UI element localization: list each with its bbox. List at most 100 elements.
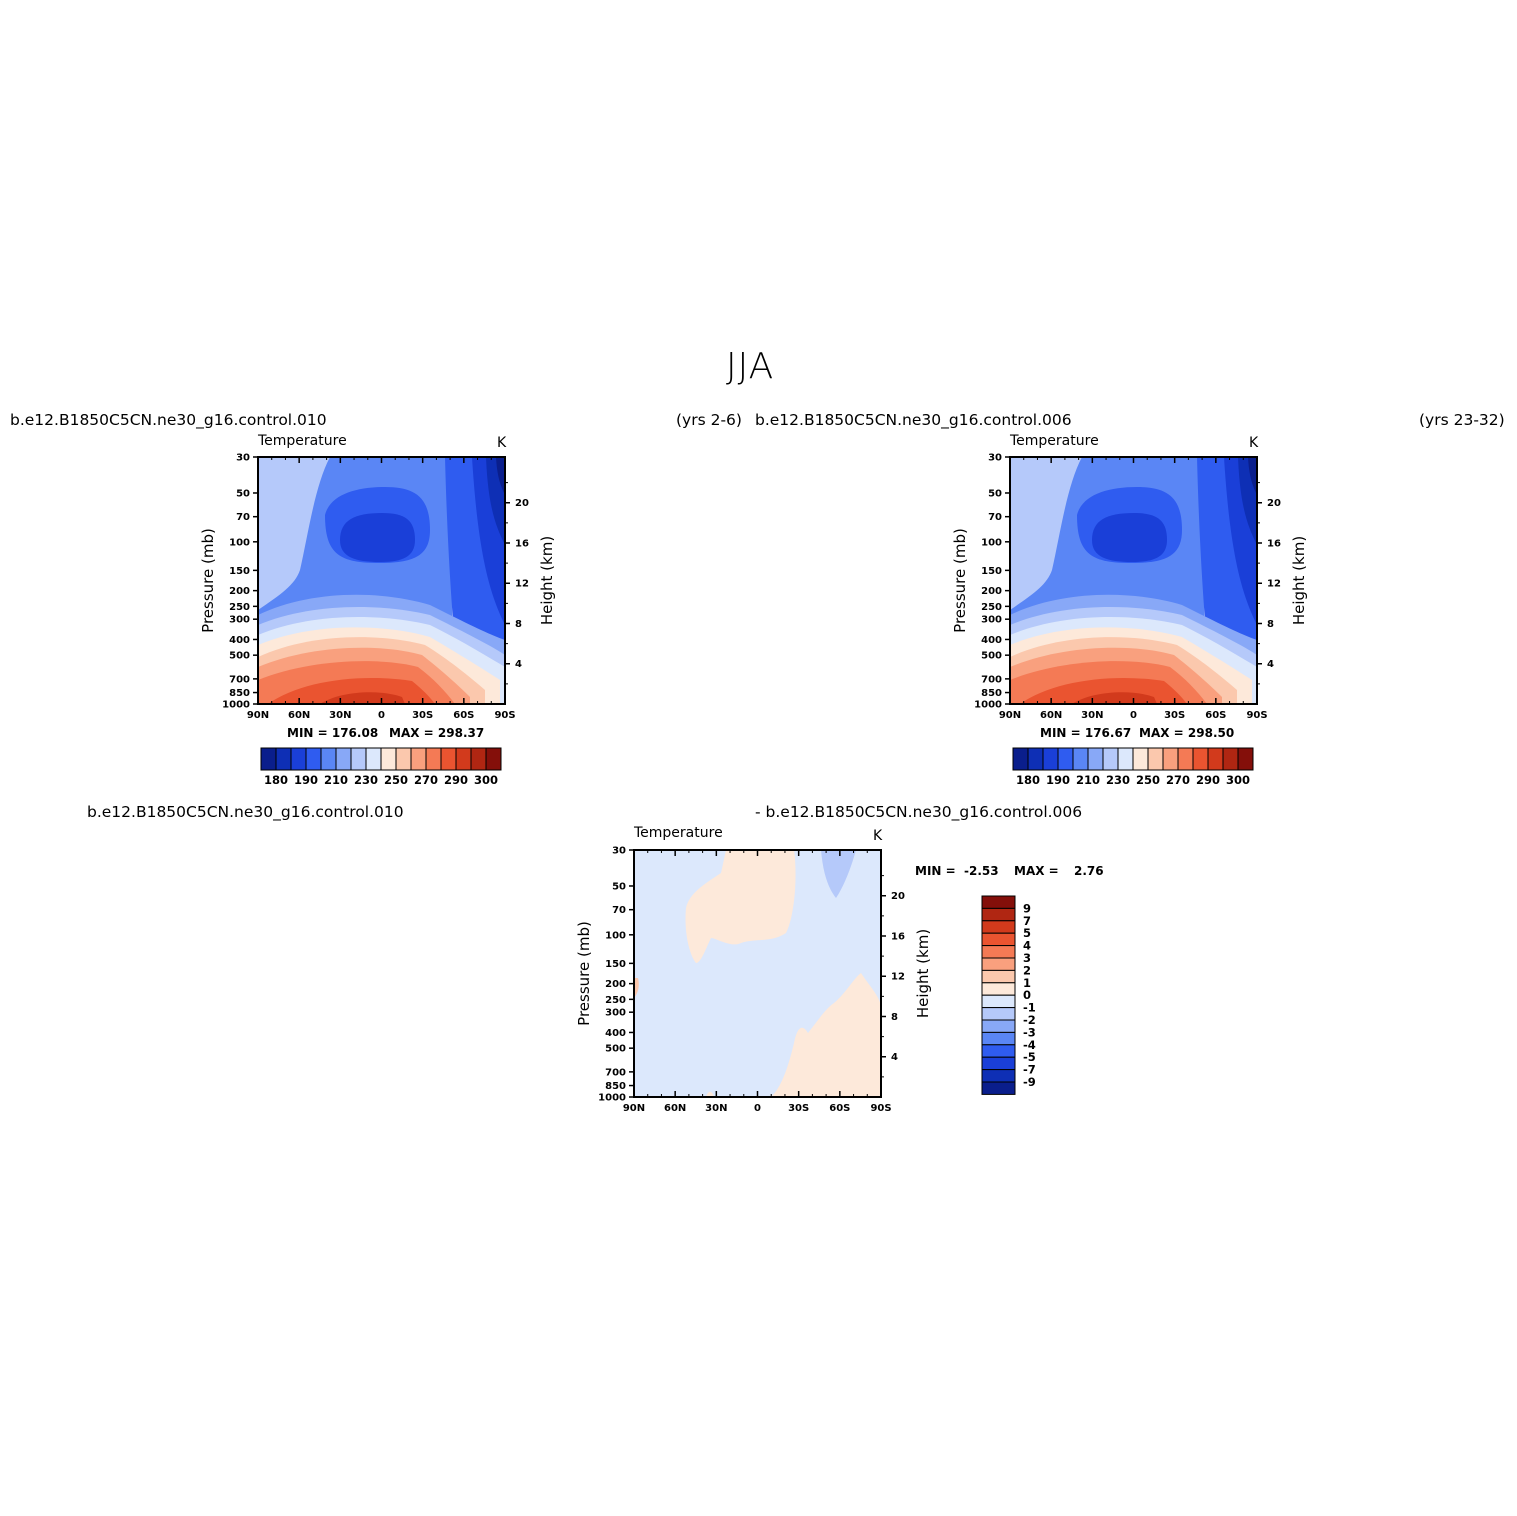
y-tick-label: 200 (981, 586, 1002, 597)
colorbar-box (981, 982, 1016, 996)
x-tick-label: 60S (453, 710, 474, 721)
colorbar-box (981, 969, 1016, 984)
y-tick-label: 200 (605, 979, 626, 990)
colorbar-label: 0 (1023, 988, 1031, 1002)
colorbar-label: 250 (1136, 773, 1160, 787)
x-tick-label: 90S (494, 710, 515, 721)
colorbar-box (981, 945, 1016, 959)
y2-tick-label: 8 (1267, 619, 1274, 630)
colorbar-box (260, 747, 277, 771)
y-tick-label: 1000 (222, 700, 250, 711)
y-tick-label: 150 (229, 566, 250, 577)
colorbar-label: -3 (1023, 1025, 1036, 1039)
colorbar-box (470, 747, 487, 771)
y-tick-label: 70 (236, 512, 250, 523)
y2-axis-label: Height (km) (1290, 536, 1308, 625)
x-tick-label: 90N (247, 710, 269, 721)
colorbar-box (1147, 747, 1164, 771)
case-label-top-left: b.e12.B1850C5CN.ne30_g16.control.010 (10, 411, 327, 429)
colorbar-box (981, 1044, 1016, 1058)
colorbar-box (981, 1007, 1016, 1021)
colorbar-box (1102, 747, 1119, 771)
colorbar-label: -5 (1023, 1050, 1036, 1064)
years-label-top-left: (yrs 2-6) (676, 411, 742, 429)
y-tick-label: 200 (229, 586, 250, 597)
colorbar-label: -2 (1023, 1013, 1036, 1027)
y-tick-label: 300 (981, 615, 1002, 626)
panel1-band-corein (340, 513, 415, 562)
y2-tick-label: 4 (1267, 659, 1274, 670)
panel3-chart: 90N 60N 30N 0 30S 60S 90S 30 50 70 100 150 200 250 300… (575, 846, 932, 1115)
colorbar-box (981, 895, 1016, 909)
diff-case-b-label: - b.e12.B1850C5CN.ne30_g16.control.006 (755, 803, 1083, 821)
y-tick-label: 1000 (974, 700, 1002, 711)
panel3-band-pos-upper (685, 850, 796, 963)
panel3-band-neg (821, 850, 856, 898)
x-tick-label: 30N (705, 1103, 727, 1114)
panel2-band-warm6 (1072, 692, 1157, 704)
y-axis-label: Pressure (mb) (951, 528, 969, 633)
panel1-band-pole3 (496, 457, 505, 495)
colorbar-box (1117, 747, 1134, 771)
case-label-top-right: b.e12.B1850C5CN.ne30_g16.control.006 (755, 411, 1072, 429)
colorbar-box (1237, 747, 1254, 771)
panel1-colorbar: 180 190 210 230 250 270 290 300 (260, 747, 502, 787)
colorbar-label: 5 (1023, 926, 1031, 940)
y2-axis-label: Height (km) (914, 929, 932, 1018)
y-tick-label: 50 (988, 488, 1002, 499)
colorbar-label: 270 (1166, 773, 1190, 787)
colorbar-box (1177, 747, 1194, 771)
colorbar-label: 210 (1076, 773, 1100, 787)
panel3-max-value: 2.76 (1074, 864, 1104, 878)
diff-case-a-label: b.e12.B1850C5CN.ne30_g16.control.010 (87, 803, 404, 821)
y2-tick-label: 12 (891, 972, 905, 983)
colorbar-label: 300 (1226, 773, 1250, 787)
panel2-title: Temperature (1010, 433, 1099, 449)
x-tick-label: 90S (1246, 710, 1267, 721)
panel1-min: MIN = 176.08 (287, 726, 379, 740)
years-label-top-right: (yrs 23-32) (1419, 411, 1505, 429)
colorbar-box (981, 1019, 1016, 1033)
colorbar-box (1222, 747, 1239, 771)
colorbar-label: 3 (1023, 951, 1031, 965)
y-tick-label: 100 (981, 537, 1002, 548)
colorbar-label: 1 (1023, 976, 1031, 990)
y2-tick-label: 12 (515, 579, 529, 590)
colorbar-label: 180 (1016, 773, 1040, 787)
y-tick-label: 500 (981, 651, 1002, 662)
panel3-max-label: MAX = (1014, 864, 1059, 878)
colorbar-box (365, 747, 382, 771)
colorbar-box (981, 907, 1016, 922)
panel3-band-pos-left (634, 978, 639, 998)
colorbar-label: 4 (1023, 939, 1031, 953)
y2-tick-label: 20 (891, 891, 905, 902)
colorbar-box (1042, 747, 1059, 771)
y2-tick-label: 20 (1267, 498, 1281, 509)
y-tick-label: 850 (981, 688, 1002, 699)
figure-title: JJA (726, 346, 775, 387)
y-tick-label: 100 (605, 930, 626, 941)
y-tick-label: 150 (981, 566, 1002, 577)
colorbar-label: 190 (294, 773, 318, 787)
colorbar-box (485, 747, 502, 771)
colorbar-box (1162, 747, 1179, 771)
x-tick-label: 90N (999, 710, 1021, 721)
y-tick-label: 250 (605, 995, 626, 1006)
y-tick-label: 850 (605, 1081, 626, 1092)
panel3-min-value: -2.53 (964, 864, 999, 878)
colorbar-box (290, 747, 307, 771)
y-tick-label: 400 (605, 1028, 626, 1039)
panel2-band-corein (1092, 513, 1167, 562)
y2-axis-label: Height (km) (538, 536, 556, 625)
panel2-max: MAX = 298.50 (1139, 726, 1235, 740)
colorbar-label: -7 (1023, 1063, 1036, 1077)
colorbar-box (981, 1081, 1016, 1095)
colorbar-box (1027, 747, 1044, 771)
x-tick-label: 30S (412, 710, 433, 721)
y2-tick-label: 8 (515, 619, 522, 630)
colorbar-box (305, 747, 322, 771)
panel2-colorbar: 180 190 210 230 250 270 290 300 (1012, 747, 1254, 787)
panel1-band-warm6 (320, 692, 405, 704)
colorbar-label: 290 (444, 773, 468, 787)
